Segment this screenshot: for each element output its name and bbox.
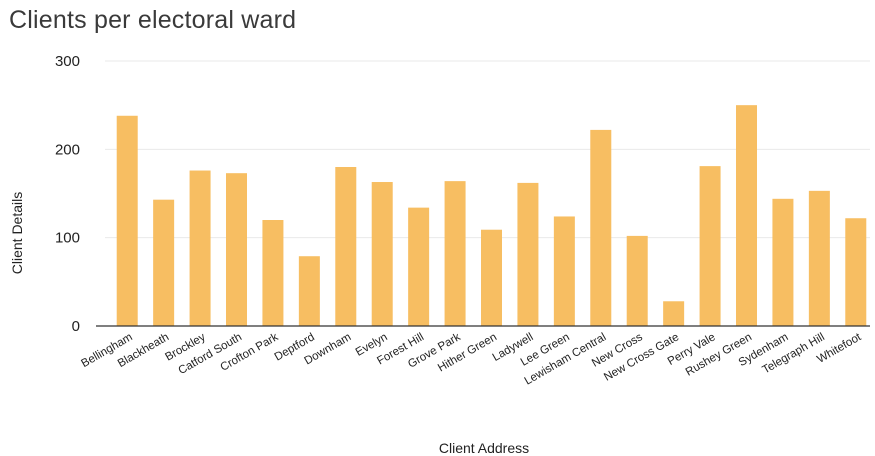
bar <box>189 170 211 326</box>
bar <box>371 182 393 326</box>
y-axis-title: Client Details <box>9 192 25 274</box>
bar <box>444 181 466 326</box>
bar <box>663 301 685 326</box>
bar <box>626 235 648 326</box>
bar <box>772 198 794 326</box>
bar <box>481 229 502 326</box>
bar <box>553 216 575 326</box>
bar <box>517 182 539 326</box>
bar <box>845 218 867 326</box>
bars <box>116 105 867 327</box>
y-tick-label: 100 <box>55 230 80 247</box>
bar <box>335 167 357 326</box>
bar <box>736 105 757 327</box>
y-tick-label: 200 <box>55 141 80 158</box>
y-axis-ticks: 0 100 200 300 <box>55 53 80 335</box>
bar <box>226 173 247 326</box>
chart-title: Clients per electoral ward <box>9 6 297 34</box>
bar <box>590 129 612 326</box>
bar <box>298 256 320 326</box>
bar <box>153 199 175 326</box>
bar <box>262 220 284 326</box>
y-tick-label: 0 <box>72 318 80 335</box>
bar <box>408 207 430 326</box>
x-axis-title: Client Address <box>439 440 529 456</box>
bar <box>699 166 721 326</box>
y-tick-label: 300 <box>55 53 80 70</box>
bar <box>116 115 138 327</box>
bar <box>808 190 830 326</box>
